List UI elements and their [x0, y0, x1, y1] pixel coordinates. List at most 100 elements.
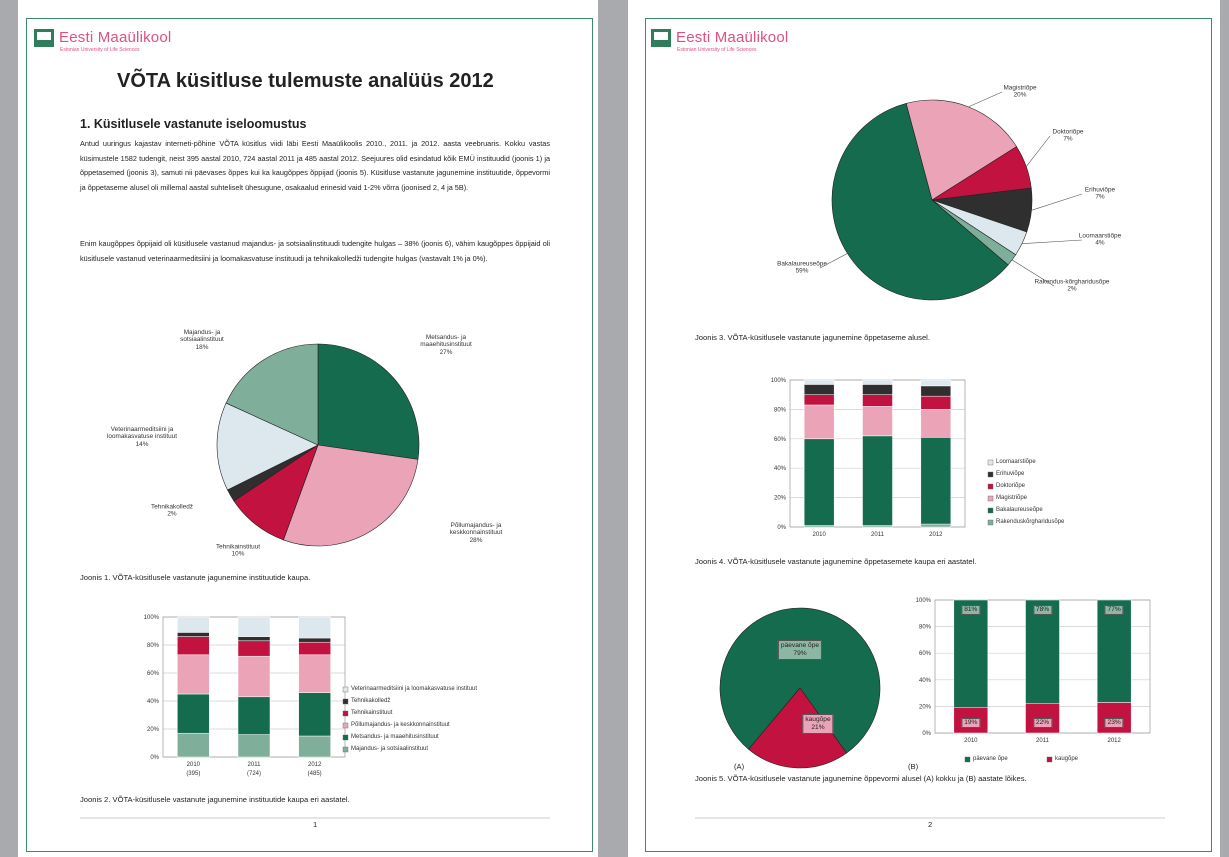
- figure-caption: Joonis 4. VÕTA-küsitlusele vastanute jag…: [695, 557, 976, 566]
- bar-segment: [863, 384, 893, 394]
- value-label: 2%: [1067, 286, 1076, 293]
- logo-text: Eesti Maaülikool: [676, 29, 788, 46]
- value-label: 4%: [1095, 240, 1104, 247]
- legend-swatch: [343, 747, 348, 752]
- legend-swatch: [343, 735, 348, 740]
- figure-caption: Joonis 3. VÕTA-küsitlusele vastanute jag…: [695, 333, 930, 342]
- logo-mark: [654, 32, 668, 40]
- bar-segment: [177, 617, 209, 632]
- bar-segment: [921, 524, 951, 527]
- legend-swatch: [988, 460, 993, 465]
- legend-label: päevane õpe: [973, 756, 1008, 762]
- y-tick-label: 40%: [147, 699, 160, 705]
- data-label: 23%: [1105, 718, 1124, 728]
- value-label: 2%: [167, 511, 176, 518]
- legend-label: Loomaarstiõpe: [996, 459, 1036, 465]
- y-tick-label: 0%: [922, 731, 931, 737]
- bar-segment: [238, 656, 270, 697]
- category-label: Loomaarstiõpe: [1079, 233, 1121, 240]
- y-tick-label: 100%: [771, 378, 787, 384]
- bar-segment: [954, 600, 988, 708]
- page-number: 2: [928, 820, 932, 829]
- y-tick-label: 100%: [916, 598, 932, 604]
- legend-swatch: [343, 711, 348, 716]
- bar-segment: [921, 437, 951, 524]
- bar-segment: [804, 395, 834, 405]
- bar-segment: [299, 617, 331, 638]
- panel-label: (B): [908, 762, 918, 771]
- x-tick-label: 2011: [871, 532, 885, 538]
- bar-segment: [804, 384, 834, 394]
- legend-swatch: [1047, 757, 1052, 762]
- logo-text: Eesti Maaülikool: [59, 29, 171, 46]
- legend-label: Veterinaarmeditsiini ja loomakasvatuse i…: [351, 686, 477, 692]
- legend-swatch: [343, 687, 348, 692]
- category-label: Põllumajandus- ja keskkonnainstituut: [450, 522, 503, 536]
- paragraph: Enim kaugõppes õppijaid oli küsitlusele …: [80, 237, 550, 266]
- x-tick-label: 2010: [964, 738, 978, 744]
- category-label: Veterinaarmeditsiini ja loomakasvatuse i…: [107, 426, 177, 440]
- bar-segment: [177, 632, 209, 636]
- bar-segment: [921, 386, 951, 396]
- legend-label: Magistriõpe: [996, 495, 1027, 501]
- y-tick-label: 40%: [919, 678, 932, 684]
- bar-segment: [921, 380, 951, 386]
- x-tick-label: 2011: [248, 762, 262, 768]
- figure-caption: Joonis 1. VÕTA-küsitlusele vastanute jag…: [80, 573, 310, 582]
- legend-label: Tehnikainstituut: [351, 710, 392, 716]
- logo-mark: [37, 32, 51, 40]
- x-tick-label: 2012: [1107, 738, 1121, 744]
- bar-segment: [177, 694, 209, 733]
- x-tick-label: 2012: [929, 532, 943, 538]
- y-tick-label: 40%: [774, 466, 787, 472]
- logo-tagline: Estonian University of Life Sciences: [677, 47, 756, 53]
- data-label: Loomaarstiõpe4%: [1059, 233, 1141, 248]
- category-label: Magistriõpe: [1003, 85, 1036, 92]
- legend-swatch: [343, 723, 348, 728]
- category-label: Tehnikainstituut: [216, 544, 260, 551]
- data-label: 77%: [1105, 605, 1124, 615]
- data-label: Põllumajandus- ja keskkonnainstituut28%: [435, 522, 517, 544]
- y-tick-label: 60%: [147, 671, 160, 677]
- y-tick-label: 20%: [147, 727, 160, 733]
- legend-swatch: [965, 757, 970, 762]
- y-tick-label: 0%: [150, 755, 159, 761]
- legend-label: Põllumajandus- ja keskkonnainstituut: [351, 722, 450, 728]
- bar-segment: [238, 735, 270, 757]
- legend-swatch: [988, 508, 993, 513]
- bar-segment: [804, 405, 834, 439]
- paragraph: Antud uuringus kajastav interneti-põhine…: [80, 137, 550, 195]
- legend-label: Bakalaureuseõpe: [996, 507, 1043, 513]
- value-label: 59%: [796, 268, 809, 275]
- value-label: 28%: [470, 537, 483, 544]
- x-tick-label: 2012: [308, 762, 322, 768]
- category-label: Rakendus-kõrgharidusõpe: [1035, 279, 1110, 286]
- data-label: 78%: [1033, 605, 1052, 615]
- legend-swatch: [988, 496, 993, 501]
- bar-segment: [238, 641, 270, 656]
- category-label: Metsandus- ja maaehitusinstituut: [420, 334, 472, 348]
- bar-segment: [299, 655, 331, 693]
- x-tick-label: 2010: [187, 762, 201, 768]
- data-label: 81%: [961, 605, 980, 615]
- bar-segment: [299, 638, 331, 642]
- data-label: 22%: [1033, 718, 1052, 728]
- value-label: 27%: [440, 349, 453, 356]
- bar-segment: [863, 406, 893, 435]
- bar-segment: [238, 697, 270, 735]
- legend-swatch: [343, 699, 348, 704]
- x-tick-label: 2010: [812, 532, 826, 538]
- y-tick-label: 100%: [144, 615, 160, 621]
- page-number: 1: [313, 820, 317, 829]
- x-tick-sublabel: (485): [308, 771, 322, 777]
- data-label: Magistriõpe20%: [979, 85, 1061, 100]
- y-tick-label: 80%: [774, 407, 787, 413]
- x-tick-label: 2011: [1036, 738, 1050, 744]
- document-title: VÕTA küsitluse tulemuste analüüs 2012: [117, 70, 494, 93]
- data-label: päevane õpe79%: [778, 640, 822, 660]
- bar-segment: [804, 439, 834, 526]
